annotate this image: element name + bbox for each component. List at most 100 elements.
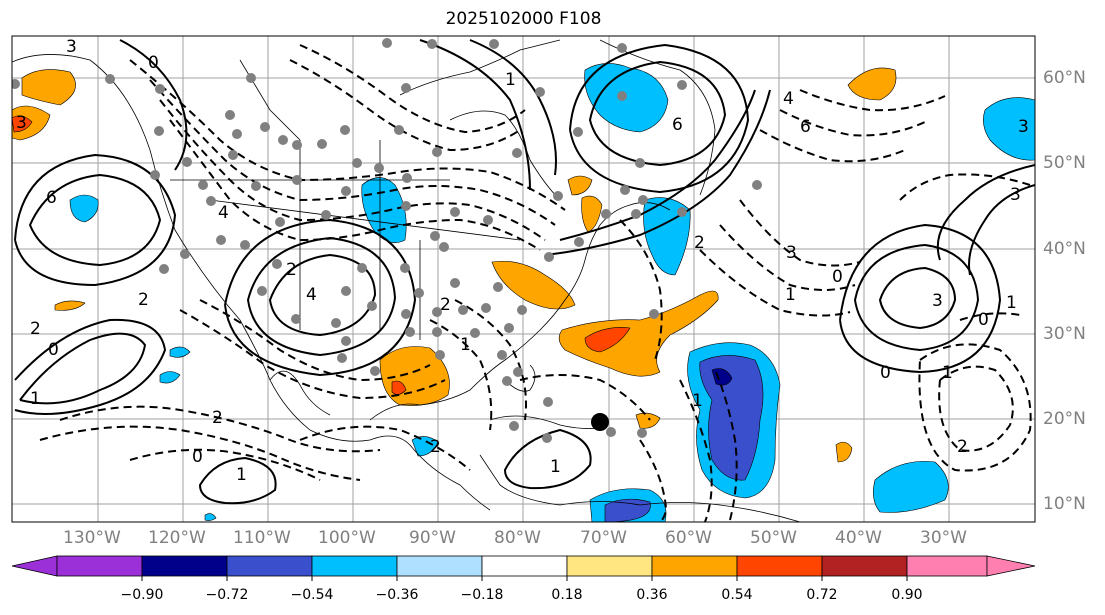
contour-label: 3 [1018,117,1029,137]
colorbar-swatch [986,555,1036,577]
contours-dashed [39,44,1032,522]
colorbar-swatch [906,555,988,577]
lat-label: 50°N [1043,153,1086,173]
contour-label: 4 [306,285,317,305]
shade-neg-tiny [204,513,217,521]
lat-label: 40°N [1043,239,1086,259]
lon-label: 100°W [318,528,376,548]
colorbar-tick-label: −0.72 [205,587,249,603]
contour-label: 2 [957,437,968,457]
map-frame [11,35,1036,523]
shade-pos-smallatl [835,441,853,463]
colorbar-tick-label: 0.72 [806,587,838,603]
lon-label: 60°W [665,528,712,548]
colorbar-swatch [56,555,143,577]
colorbar-tick-label: −0.18 [460,587,504,603]
contour-label: 6 [46,188,57,208]
contour-label: 3 [1010,185,1021,205]
colorbar [11,555,1036,581]
colorbar-swatch [11,555,58,577]
shade-strong-gulf [391,380,407,395]
lon-label: 80°W [494,528,541,548]
contour-labels: 3 6 3 0 4 2 6 4 6 3 3 3 0 1 0 2 1 1 0 2 … [16,37,1029,485]
shade-pos-southeast [491,261,576,310]
shade-neg-northatl [983,97,1035,161]
contour-label: 0 [48,340,59,360]
colorbar-swatch [736,555,823,577]
shade-neg-eastatl [873,461,949,513]
lon-label: 120°W [148,528,206,548]
lat-label: 10°N [1043,494,1086,514]
shade-pos-smallpac [54,300,86,311]
contour-label: 1 [460,335,471,355]
contour-label: 1 [236,465,247,485]
contour-label: 4 [218,203,229,223]
shade-neg-pac2 [169,346,191,358]
colorbar-swatch [396,555,483,577]
contour-label: 1 [692,391,703,411]
colorbar-swatch [566,555,653,577]
contour-label: 1 [1006,293,1017,313]
shade-pos-quebec [567,175,593,196]
lon-label: 90°W [409,528,456,548]
colorbar-tick-label: 0.90 [891,587,923,603]
lon-label: 130°W [63,528,121,548]
map-title: 2025102000 F108 [445,9,602,29]
contour-label: 2 [138,290,149,310]
contour-label: 1 [785,285,796,305]
contour-label: 0 [880,363,891,383]
shade-neg-pac3 [159,371,181,384]
shade-strong-atlantic [584,327,631,353]
lat-label: 30°N [1043,324,1086,344]
colorbar-swatch [311,555,398,577]
contour-label: 3 [16,113,27,133]
station-dots [12,38,762,443]
contours-solid [14,39,1035,505]
shade-strong-bc [12,115,33,133]
contour-label: 1 [550,457,561,477]
contour-label: 2 [694,233,705,253]
contour-label: 0 [978,310,989,330]
colorbar-swatch [651,555,738,577]
shade-dark-midatl [699,355,764,481]
colorbar-tick-label: −0.36 [375,587,419,603]
contour-label: 1 [942,363,953,383]
contour-label: 2 [30,319,41,339]
shade-pos-maine [581,195,603,233]
contour-label: 0 [192,447,203,467]
contour-label: 2 [430,437,441,457]
contour-label: 3 [66,37,77,57]
colorbar-tick-label: −0.54 [290,587,334,603]
colorbar-tick-label: 0.54 [721,587,753,603]
contour-label: 1 [30,389,41,409]
contour-label: 6 [800,117,811,137]
coastlines [12,39,801,522]
colorbar-tick-label: 0.18 [551,587,583,603]
colorbar-swatch [226,555,313,577]
contour-label: 2 [440,295,451,315]
colorbar-tick-label: −0.90 [120,587,164,603]
contour-label: 1 [505,70,516,90]
colorbar-swatch [141,555,228,577]
contour-label: 6 [672,115,683,135]
contour-label: 0 [832,267,843,287]
colorbar-swatch [821,555,908,577]
shade-neg-pacific [69,194,99,223]
contour-label: 3 [932,291,943,311]
colorbar-tick-label: 0.36 [636,587,668,603]
contour-label: 3 [786,243,797,263]
shade-neg-centralam [411,436,439,457]
colorbar-swatch [481,555,568,577]
lat-label: 20°N [1043,409,1086,429]
lat-label: 60°N [1043,68,1086,88]
shade-pos-greenland [847,67,897,101]
lon-label: 50°W [750,528,797,548]
shade-pos-alaska [21,69,76,106]
storm-marker [591,413,609,431]
contour-label: 2 [286,260,297,280]
lon-label: 110°W [233,528,291,548]
lon-label: 40°W [835,528,882,548]
lon-label: 70°W [580,528,627,548]
contour-label: 0 [148,53,159,73]
